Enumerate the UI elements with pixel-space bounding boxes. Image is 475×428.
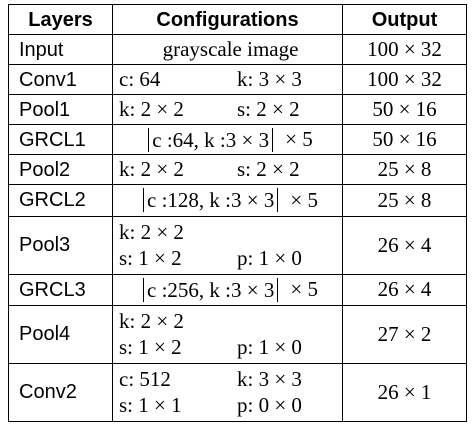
architecture-table: Layers Configurations Output Input grays… (8, 4, 467, 423)
config-cell: k: 2 × 2 s: 2 × 2 (112, 94, 343, 126)
layer-name: Pool3 (8, 215, 113, 275)
layer-name: GRCL1 (8, 124, 113, 156)
output-value: 100 × 32 (342, 64, 467, 96)
layer-name: GRCL2 (8, 184, 113, 217)
output-value: 25 × 8 (342, 184, 467, 217)
table-row: Conv2 c: 512 k: 3 × 3 s: 1 × 1 p: 0 × 0 … (8, 362, 467, 423)
config-bracket: c :256, k :3 × 3 (143, 277, 279, 302)
config-cell: c: 512 k: 3 × 3 s: 1 × 1 p: 0 × 0 (112, 362, 343, 423)
config-text: c: 64 (119, 67, 161, 92)
header-output: Output (342, 4, 467, 35)
config-text: s: 1 × 2 (119, 334, 182, 359)
output-value: 27 × 2 (342, 304, 467, 364)
config-cell: c: 64 k: 3 × 3 (112, 64, 343, 96)
config-cell: c :256, k :3 × 3 × 5 (112, 273, 343, 306)
layer-name: Input (8, 33, 113, 66)
config-text: p: 1 × 0 (237, 245, 302, 270)
config-text: k: 2 × 2 (119, 157, 184, 182)
config-text: s: 1 × 1 (119, 392, 182, 417)
table-row: GRCL1 c :64, k :3 × 3 × 5 50 × 16 (8, 124, 467, 156)
output-value: 26 × 4 (342, 273, 467, 306)
config-cell: k: 2 × 2 s: 1 × 2 p: 1 × 0 (112, 304, 343, 364)
layer-name: Conv1 (8, 64, 113, 96)
layer-name: Pool1 (8, 94, 113, 126)
output-value: 25 × 8 (342, 154, 467, 186)
config-cell: k: 2 × 2 s: 1 × 2 p: 1 × 0 (112, 215, 343, 275)
config-multiplier: × 5 (290, 187, 318, 212)
layer-name: Pool4 (8, 304, 113, 364)
layer-name: Conv2 (8, 362, 113, 423)
config-bracket: c :64, k :3 × 3 (148, 127, 274, 152)
output-value: 26 × 4 (342, 215, 467, 275)
config-text: k: 2 × 2 (119, 219, 184, 244)
table-row: GRCL3 c :256, k :3 × 3 × 5 26 × 4 (8, 273, 467, 306)
config-text: s: 2 × 2 (237, 97, 300, 122)
config-text: s: 1 × 2 (119, 245, 182, 270)
table-row: Input grayscale image 100 × 32 (8, 33, 467, 66)
config-cell: c :64, k :3 × 3 × 5 (112, 124, 343, 156)
table-row: Pool3 k: 2 × 2 s: 1 × 2 p: 1 × 0 26 × 4 (8, 215, 467, 275)
config-multiplier: × 5 (290, 277, 318, 302)
table-row: Pool1 k: 2 × 2 s: 2 × 2 50 × 16 (8, 94, 467, 126)
config-text: p: 1 × 0 (237, 334, 302, 359)
layer-name: Pool2 (8, 154, 113, 186)
config-cell: k: 2 × 2 s: 2 × 2 (112, 154, 343, 186)
output-value: 50 × 16 (342, 94, 467, 126)
config-cell: c :128, k :3 × 3 × 5 (112, 184, 343, 217)
table-row: Pool4 k: 2 × 2 s: 1 × 2 p: 1 × 0 27 × 2 (8, 304, 467, 364)
config-bracket: c :128, k :3 × 3 (143, 188, 279, 213)
table-row: GRCL2 c :128, k :3 × 3 × 5 25 × 8 (8, 184, 467, 217)
layer-name: GRCL3 (8, 273, 113, 306)
config-text: s: 2 × 2 (237, 157, 300, 182)
config-text: k: 2 × 2 (119, 97, 184, 122)
config-text: k: 3 × 3 (237, 366, 302, 391)
output-value: 50 × 16 (342, 124, 467, 156)
config-text: p: 0 × 0 (237, 392, 302, 417)
header-configurations: Configurations (112, 4, 343, 35)
config-text: k: 3 × 3 (237, 67, 302, 92)
output-value: 26 × 1 (342, 362, 467, 423)
config-text: k: 2 × 2 (119, 308, 184, 333)
table-row: Conv1 c: 64 k: 3 × 3 100 × 32 (8, 64, 467, 96)
config-multiplier: × 5 (285, 127, 313, 152)
table-row: Pool2 k: 2 × 2 s: 2 × 2 25 × 8 (8, 154, 467, 186)
config-text: c: 512 (119, 366, 171, 391)
header-layers: Layers (8, 4, 113, 35)
config-text: grayscale image (162, 37, 299, 62)
header-row: Layers Configurations Output (8, 4, 467, 35)
config-cell: grayscale image (112, 33, 343, 66)
output-value: 100 × 32 (342, 33, 467, 66)
